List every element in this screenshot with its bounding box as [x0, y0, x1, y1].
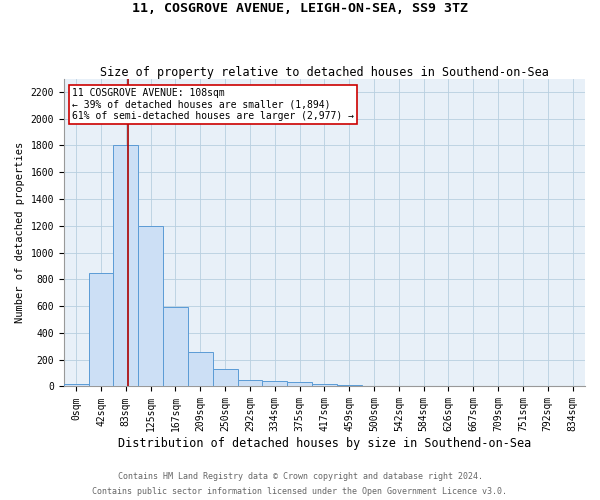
Bar	[262, 381, 287, 386]
Text: 11, COSGROVE AVENUE, LEIGH-ON-SEA, SS9 3TZ: 11, COSGROVE AVENUE, LEIGH-ON-SEA, SS9 3…	[132, 2, 468, 16]
Bar	[89, 273, 113, 386]
Bar	[138, 226, 163, 386]
Text: Contains public sector information licensed under the Open Government Licence v3: Contains public sector information licen…	[92, 487, 508, 496]
Text: 11 COSGROVE AVENUE: 108sqm
← 39% of detached houses are smaller (1,894)
61% of s: 11 COSGROVE AVENUE: 108sqm ← 39% of deta…	[71, 88, 353, 121]
Bar	[163, 308, 188, 386]
Bar	[113, 146, 138, 386]
Text: Contains HM Land Registry data © Crown copyright and database right 2024.: Contains HM Land Registry data © Crown c…	[118, 472, 482, 481]
Bar	[238, 380, 262, 386]
Bar	[287, 382, 312, 386]
X-axis label: Distribution of detached houses by size in Southend-on-Sea: Distribution of detached houses by size …	[118, 437, 531, 450]
Bar	[212, 369, 238, 386]
Y-axis label: Number of detached properties: Number of detached properties	[15, 142, 25, 323]
Bar	[337, 385, 362, 386]
Title: Size of property relative to detached houses in Southend-on-Sea: Size of property relative to detached ho…	[100, 66, 549, 78]
Bar	[188, 352, 212, 386]
Bar	[312, 384, 337, 386]
Bar	[64, 384, 89, 386]
